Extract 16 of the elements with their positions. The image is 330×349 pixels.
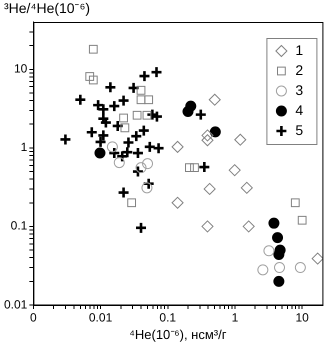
x-tick-label: 0 [30,310,38,325]
x-tick-label: 0.1 [159,310,176,325]
y-axis-title: ³He/⁴He(10⁻⁶) [4,0,90,16]
x-axis-title: ⁴He(10⁻⁶), нсм³/г [129,326,227,342]
legend-label: 1 [295,42,304,58]
y-tick-label: 10 [14,62,28,76]
y-tick-label: 0.1 [10,218,28,233]
x-tick-label: 0.01 [88,310,113,325]
y-tick-label: 0.01 [4,297,28,312]
x-tick-label: 10 [295,310,310,325]
legend-label: 5 [295,122,304,138]
x-tick-label: 1 [232,310,239,325]
legend-label: 4 [295,102,304,118]
y-tick-label: 1 [20,140,28,154]
legend-label: 2 [295,62,304,78]
legend-label: 3 [295,82,304,98]
